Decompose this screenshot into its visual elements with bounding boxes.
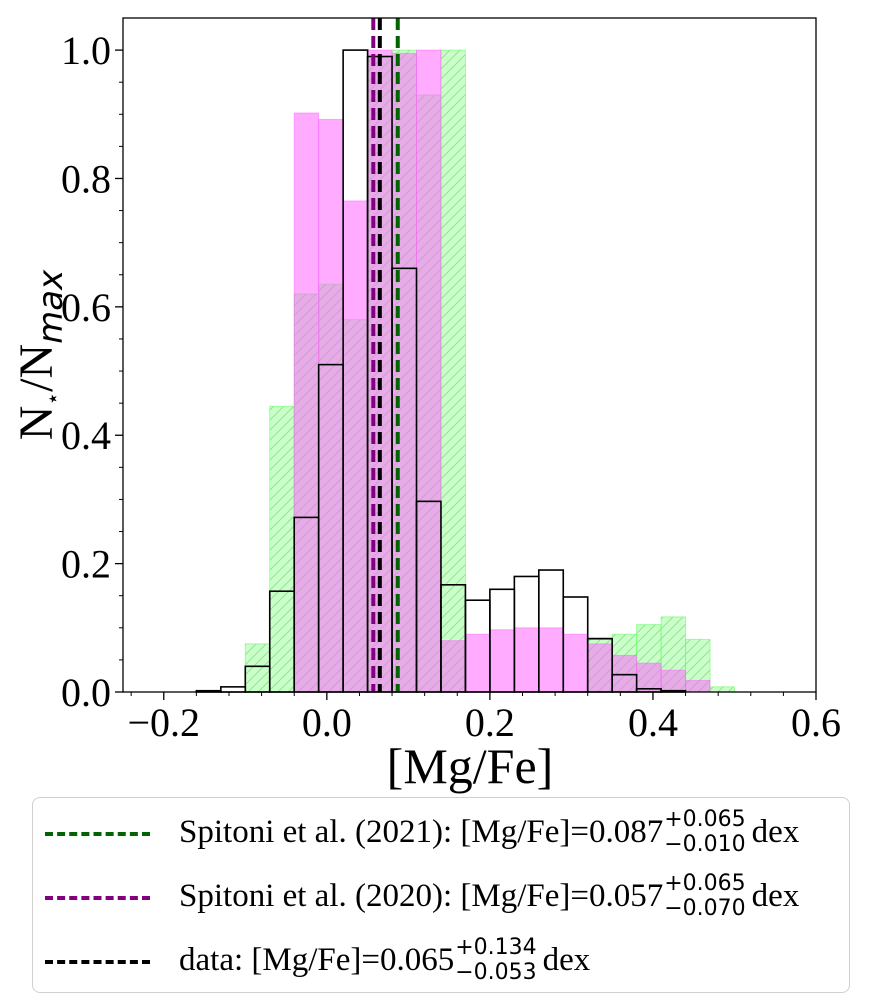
legend: Spitoni et al. (2021): [Mg/Fe]=0.087 +0.0… <box>32 797 850 993</box>
legend-unit: dex <box>751 878 800 914</box>
legend-lower-error: −0.010 <box>664 831 746 857</box>
y-tick-label: 0.4 <box>61 413 111 458</box>
y-tick-label: 0.2 <box>61 542 111 587</box>
y-tick-label: 0.6 <box>61 285 111 330</box>
pink-bar <box>416 49 442 693</box>
pink-histogram <box>293 49 711 693</box>
legend-line-swatch <box>45 896 150 900</box>
pink-bar <box>440 640 466 693</box>
y-axis-label: N⋆/Nmax <box>10 269 71 440</box>
plot-frame <box>122 17 817 693</box>
legend-errors: +0.134 −0.053 <box>455 934 537 985</box>
legend-entry: Spitoni et al. (2020): [Mg/Fe]=0.057 +0.0… <box>33 866 849 926</box>
pink-bar <box>538 627 564 693</box>
x-tick-label: 0.0 <box>302 700 352 745</box>
legend-upper-error: +0.065 <box>664 870 746 896</box>
data-bar <box>220 686 247 693</box>
legend-upper-error: +0.065 <box>664 806 746 832</box>
pink-bar <box>513 627 540 693</box>
x-axis-label: [Mg/Fe] <box>387 738 554 794</box>
pink-bar <box>293 112 320 693</box>
legend-errors: +0.065 −0.070 <box>664 870 746 921</box>
legend-text: data: [Mg/Fe]=0.065 +0.134 −0.053 dex <box>179 930 590 990</box>
legend-line-swatch <box>45 960 150 964</box>
pink-bar <box>660 669 687 693</box>
legend-entry: data: [Mg/Fe]=0.065 +0.134 −0.053 dex <box>33 930 849 990</box>
pink-bar <box>562 633 589 693</box>
pink-bar <box>636 662 662 693</box>
y-tick-label: 0.8 <box>61 156 111 201</box>
pink-bar <box>685 679 711 693</box>
y-axis: 0.0 0.2 0.4 0.6 0.8 1.0 <box>61 28 123 715</box>
legend-unit: dex <box>542 942 591 978</box>
legend-lower-error: −0.053 <box>455 959 537 985</box>
green-bar-hatch <box>245 643 270 692</box>
pink-bar <box>464 633 491 693</box>
x-tick-label: 0.6 <box>791 700 841 745</box>
y-tick-label: 0.0 <box>61 670 111 715</box>
legend-value: data: [Mg/Fe]=0.065 <box>179 942 455 978</box>
legend-unit: dex <box>751 814 800 850</box>
legend-entry: Spitoni et al. (2021): [Mg/Fe]=0.087 +0.0… <box>33 802 849 862</box>
x-tick-label: 0.2 <box>465 700 515 745</box>
legend-errors: +0.065 −0.010 <box>664 806 746 857</box>
legend-value: Spitoni et al. (2020): [Mg/Fe]=0.057 <box>179 878 664 914</box>
x-tick-label: 0.4 <box>628 700 678 745</box>
legend-text: Spitoni et al. (2021): [Mg/Fe]=0.087 +0.0… <box>179 802 799 862</box>
pink-bar <box>342 200 369 693</box>
legend-line-swatch <box>45 832 150 836</box>
pink-bar <box>611 654 638 693</box>
median-lines <box>371 18 400 692</box>
x-tick-label: −0.2 <box>127 700 200 745</box>
x-axis: −0.2 0.0 0.2 0.4 0.6 <box>127 692 841 745</box>
green-bar-hatch <box>440 50 466 693</box>
pink-bar <box>391 52 418 693</box>
pink-bar <box>489 629 515 693</box>
green-bar-hatch <box>269 406 295 692</box>
y-tick-label: 1.0 <box>61 28 111 73</box>
legend-lower-error: −0.070 <box>664 895 746 921</box>
chart: −0.2 0.0 0.2 0.4 0.6 0.0 0.2 0.4 0.6 0.8 1.0 [Mg/… <box>10 17 841 794</box>
legend-value: Spitoni et al. (2021): [Mg/Fe]=0.087 <box>179 814 664 850</box>
legend-upper-error: +0.134 <box>455 934 537 960</box>
legend-text: Spitoni et al. (2020): [Mg/Fe]=0.057 +0.0… <box>179 866 799 926</box>
pink-bar <box>318 118 344 693</box>
green-bar-hatch <box>710 686 735 692</box>
pink-bar <box>587 643 613 693</box>
